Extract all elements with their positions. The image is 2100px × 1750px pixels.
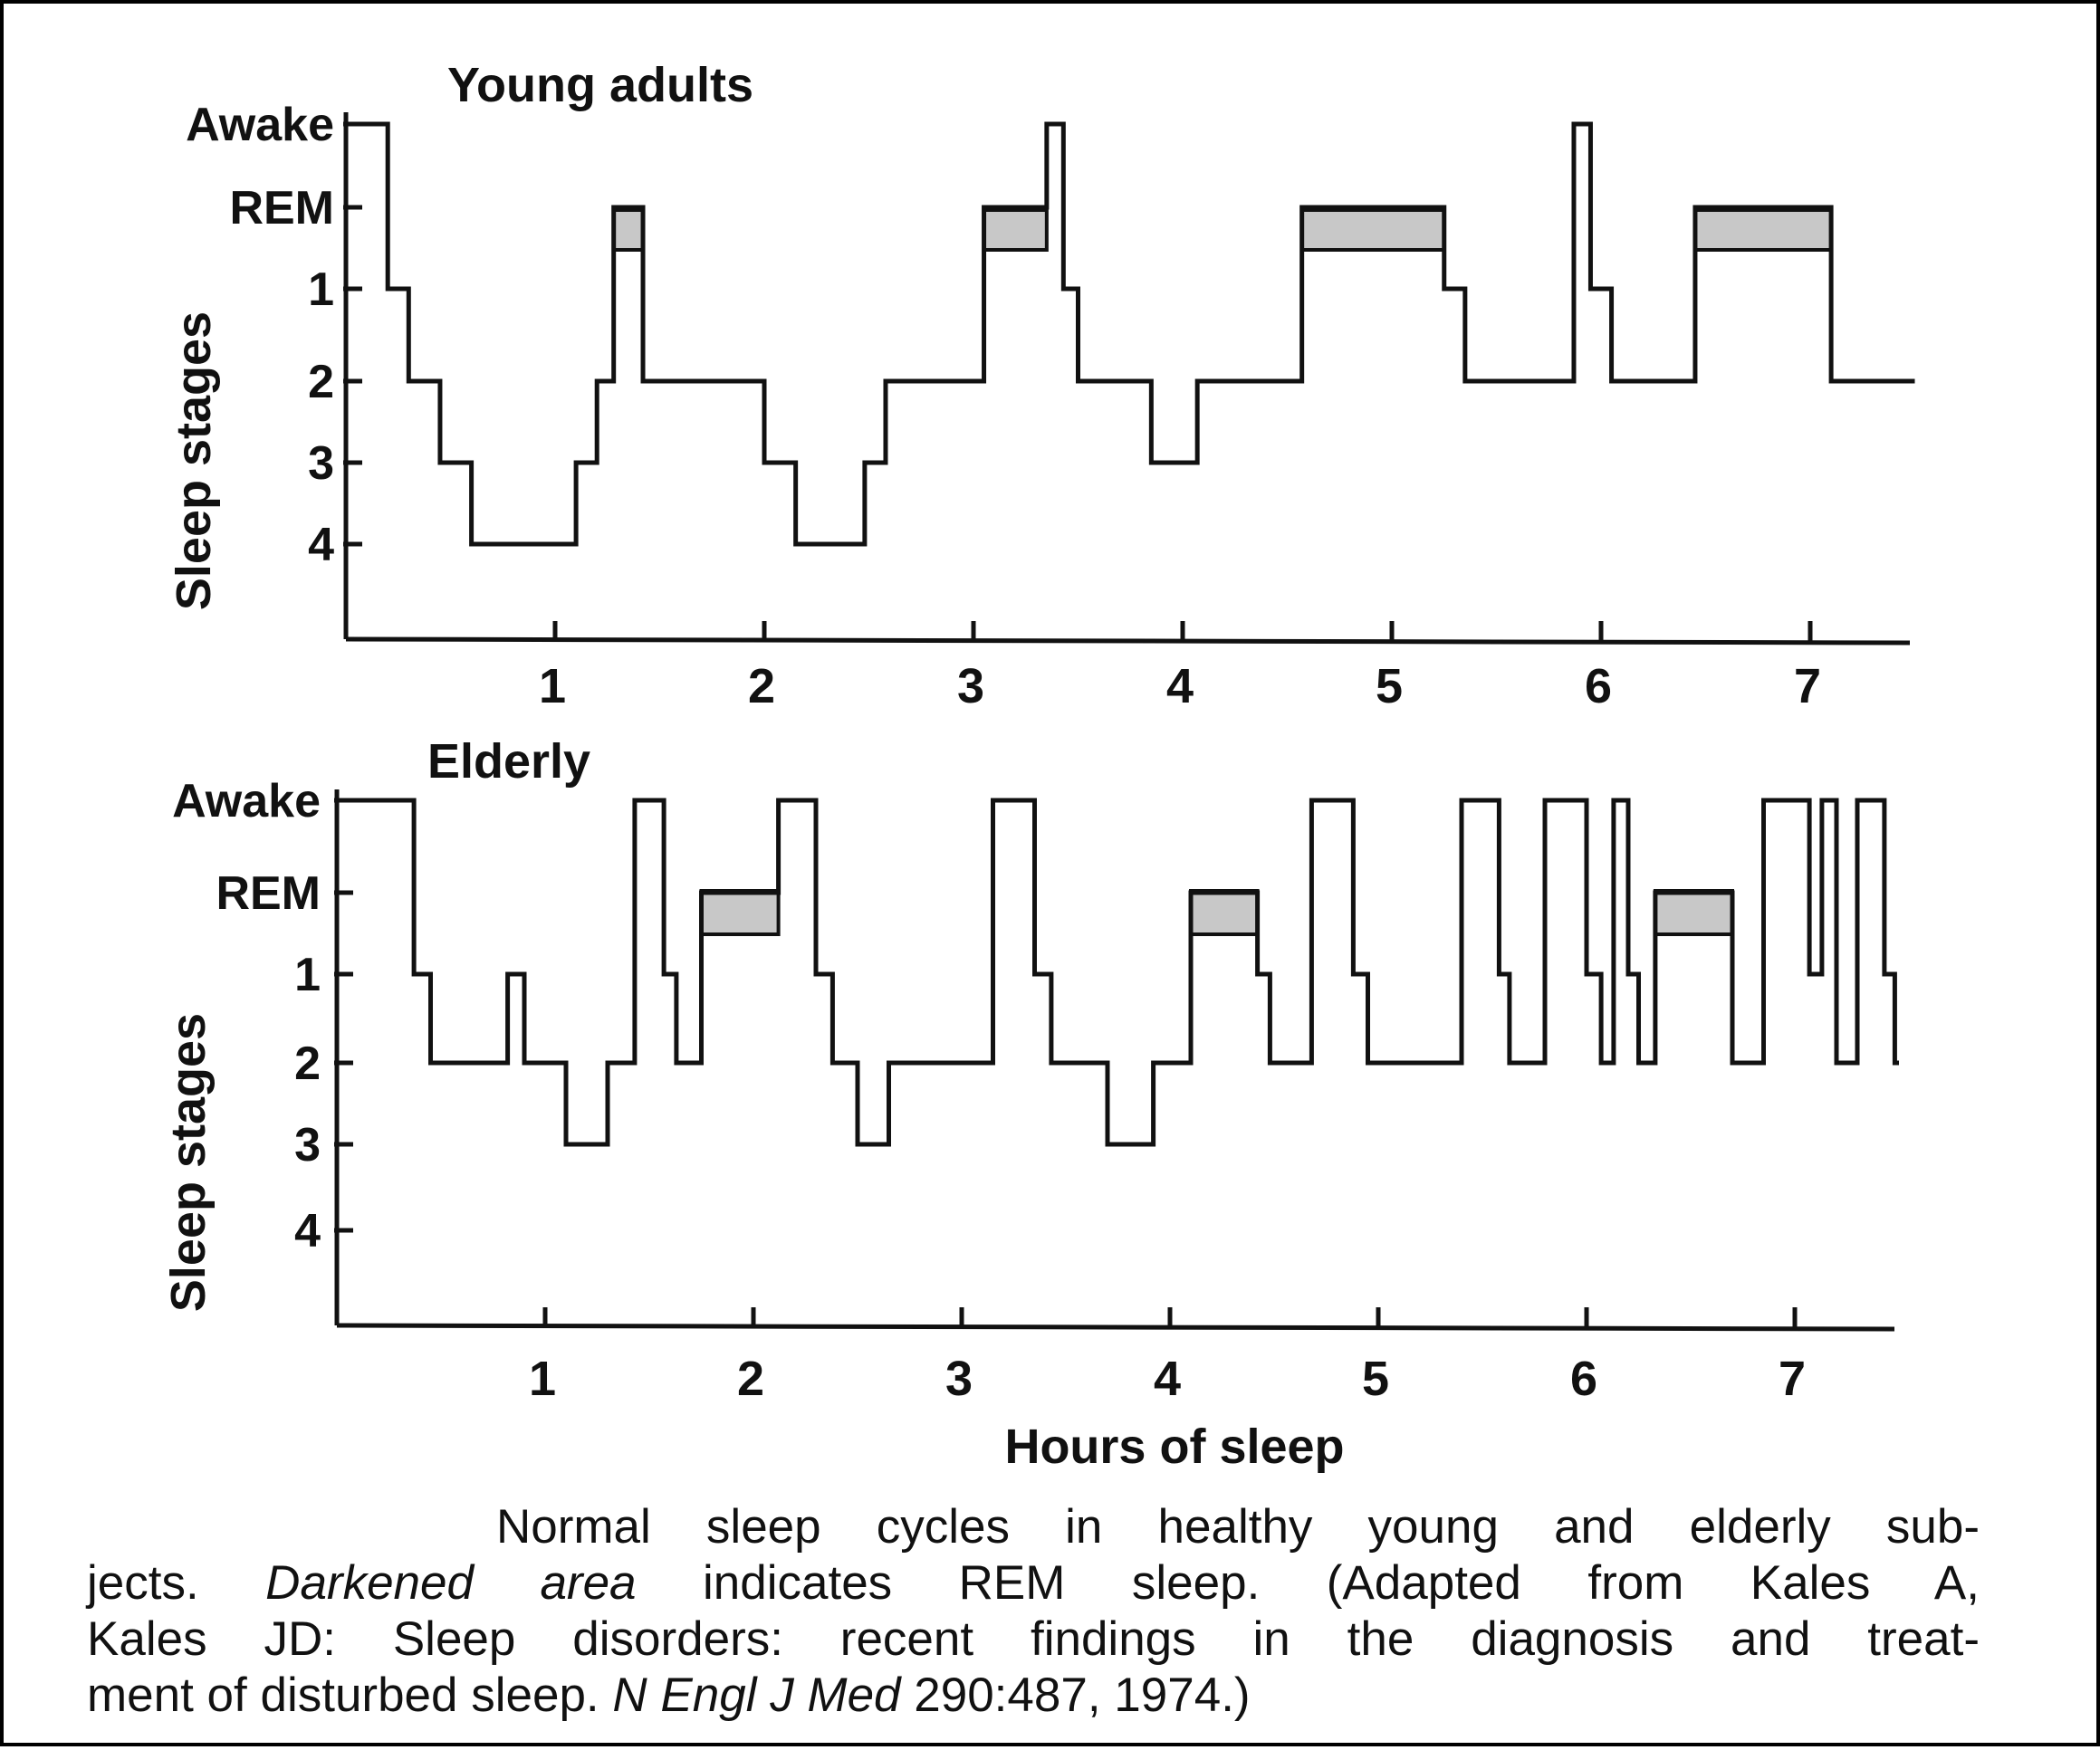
x-tick-label-young: 5	[1376, 659, 1403, 713]
x-tick-label-young: 2	[748, 659, 775, 713]
x-axis-title-elderly: Hours of sleep	[1004, 1420, 1344, 1474]
chart-title-elderly: Elderly	[427, 734, 590, 789]
y-tick-label-elderly: 3	[294, 1119, 321, 1171]
y-tick-label-elderly: 2	[294, 1038, 321, 1090]
rem-period-box-young	[1692, 208, 1834, 252]
x-axis-line-young	[345, 636, 1911, 645]
y-tick-label-young: REM	[229, 182, 334, 234]
caption-text: indicates REM sleep. (Adapted from Kales…	[636, 1556, 1980, 1610]
x-tick-label-young: 4	[1166, 659, 1194, 713]
x-tick-label-elderly: 7	[1779, 1352, 1806, 1406]
caption-line-2: jects. Darkened area indicates REM sleep…	[87, 1555, 1980, 1611]
x-tick-label-elderly: 1	[529, 1352, 556, 1406]
hypnogram-line-young	[346, 121, 1915, 547]
x-tick-label-young: 7	[1794, 659, 1821, 713]
rem-period-box-young	[982, 208, 1049, 252]
y-tick-label-elderly: 4	[294, 1205, 321, 1258]
x-axis-line-elderly	[336, 1323, 1895, 1332]
x-tick-label-young: 1	[539, 659, 566, 713]
rem-period-box-elderly	[1189, 889, 1260, 936]
x-tick-label-elderly: 3	[945, 1352, 973, 1406]
rem-period-box-elderly	[1653, 889, 1735, 936]
y-tick-label-young: 2	[308, 356, 334, 408]
sleep-hypnogram-figure: Young adults Sleep stages Awake REM 1 2 3 4 1 2 3 4…	[161, 58, 1915, 1474]
rem-period-box-young	[611, 208, 646, 252]
caption-line-3: Kales JD: Sleep disorders: recent findin…	[87, 1612, 1980, 1666]
caption-emphasis: Darkened area	[265, 1556, 637, 1610]
y-tick-label-young: Awake	[186, 99, 334, 151]
caption-line-1: Normal sleep cycles in healthy young and…	[496, 1500, 1980, 1554]
caption-text: jects.	[87, 1556, 266, 1610]
y-tick-label-young: 4	[308, 519, 334, 571]
rem-period-box-elderly	[699, 889, 781, 936]
y-tick-label-elderly: 1	[294, 949, 321, 1001]
chart-title-young: Young adults	[447, 58, 753, 112]
x-tick-label-young: 6	[1585, 659, 1612, 713]
x-tick-label-elderly: 4	[1154, 1352, 1181, 1406]
x-tick-label-elderly: 5	[1362, 1352, 1389, 1406]
y-axis-title-young: Sleep stages	[167, 311, 221, 610]
x-tick-label-elderly: 2	[737, 1352, 764, 1406]
y-axis-title-elderly: Sleep stages	[161, 1013, 216, 1312]
caption-text: ment of disturbed sleep.	[87, 1669, 613, 1722]
caption-journal: N Engl J Med	[612, 1669, 901, 1722]
x-tick-label-young: 3	[957, 659, 984, 713]
y-tick-label-elderly: REM	[216, 867, 321, 920]
y-tick-label-young: 3	[308, 437, 334, 490]
y-tick-label-young: 1	[308, 263, 334, 316]
rem-period-box-young	[1299, 208, 1446, 252]
x-tick-label-elderly: 6	[1570, 1352, 1597, 1406]
caption-line-4: ment of disturbed sleep. N Engl J Med 29…	[87, 1668, 1980, 1724]
figure-caption: Normal sleep cycles in healthy young and…	[87, 1499, 1980, 1724]
hypnogram-line-elderly	[337, 798, 1899, 1147]
y-tick-label-elderly: Awake	[172, 775, 321, 827]
caption-text: 290:487, 1974.)	[900, 1669, 1251, 1722]
